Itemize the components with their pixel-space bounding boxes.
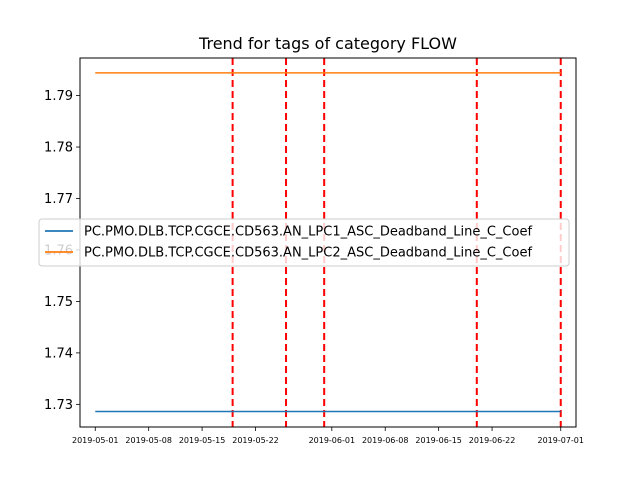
y-tick-label-4: 1.77 (44, 192, 73, 207)
y-tick-label-2: 1.75 (44, 295, 73, 310)
series-lines (95, 72, 561, 413)
y-tick-label-6: 1.79 (44, 89, 73, 104)
x-tick-label-1: 2019-05-08 (125, 436, 172, 445)
x-tick-label-4: 2019-06-01 (309, 436, 356, 445)
x-tick-label-6: 2019-06-15 (415, 436, 462, 445)
vertical-markers (231, 58, 562, 427)
x-tick-label-3: 2019-05-22 (232, 436, 279, 445)
y-tick-label-1: 1.74 (44, 346, 73, 361)
legend-label-1: PC.PMO.DLB.TCP.CGCE.CD563.AN_LPC1_ASC_De… (84, 225, 532, 240)
x-axis-ticks: 2019-05-01 2019-05-08 2019-05-15 2019-05-22… (72, 427, 584, 445)
x-tick-label-7: 2019-06-22 (469, 436, 516, 445)
chart-title: Trend for tags of category FLOW (198, 34, 457, 53)
legend-box (38, 218, 570, 267)
legend: PC.PMO.DLB.TCP.CGCE.CD563.AN_LPC1_ASC_De… (38, 218, 570, 267)
x-tick-label-8: 2019-07-01 (537, 436, 584, 445)
x-tick-label-5: 2019-06-08 (362, 436, 409, 445)
x-tick-label-2: 2019-05-15 (179, 436, 226, 445)
y-tick-label-0: 1.73 (44, 398, 73, 413)
y-tick-label-5: 1.78 (44, 141, 73, 156)
x-tick-label-0: 2019-05-01 (72, 436, 119, 445)
legend-label-2: PC.PMO.DLB.TCP.CGCE.CD563.AN_LPC2_ASC_De… (84, 246, 532, 261)
